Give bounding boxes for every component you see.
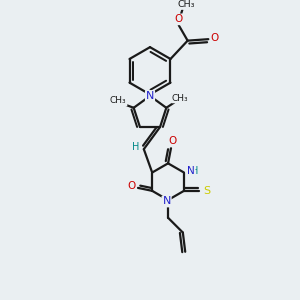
Text: O: O: [174, 14, 182, 24]
Text: O: O: [128, 182, 136, 191]
Text: N: N: [187, 166, 195, 176]
Text: S: S: [203, 186, 211, 196]
Text: N: N: [162, 196, 171, 206]
Text: CH₃: CH₃: [110, 97, 127, 106]
Text: O: O: [168, 136, 177, 146]
Text: CH₃: CH₃: [177, 0, 195, 9]
Text: H: H: [191, 166, 199, 176]
Text: CH₃: CH₃: [172, 94, 188, 103]
Text: H: H: [132, 142, 139, 152]
Text: N: N: [146, 91, 154, 101]
Text: O: O: [211, 33, 219, 43]
